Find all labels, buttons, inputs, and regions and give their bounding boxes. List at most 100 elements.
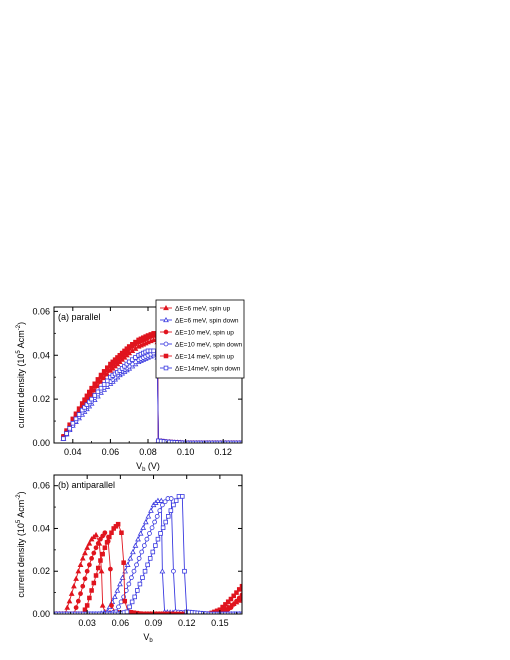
- data-point: [236, 595, 242, 601]
- data-point: [67, 426, 72, 431]
- data-point: [148, 507, 154, 513]
- data-point: [140, 611, 145, 614]
- data-point: [86, 611, 92, 614]
- data-point: [94, 611, 100, 614]
- data-point: [140, 524, 147, 530]
- data-point: [225, 611, 231, 614]
- data-point: [225, 599, 231, 604]
- data-point: [181, 611, 187, 614]
- data-point: [114, 587, 121, 593]
- data-point: [170, 611, 176, 614]
- data-point: [234, 440, 239, 443]
- data-point: [231, 593, 236, 599]
- x-tick-label: 0.03: [78, 618, 96, 628]
- y-axis-label-main: current density (10: [16, 354, 26, 429]
- data-point: [67, 611, 73, 614]
- legend-entry-2: ΔE=6 meV, spin down: [175, 318, 239, 325]
- data-point: [80, 583, 86, 589]
- x-tick-label: 0.08: [139, 447, 157, 457]
- data-point: [218, 440, 223, 443]
- x-axis-label-unit: (V): [145, 461, 160, 471]
- data-point: [78, 611, 83, 614]
- data-point: [140, 575, 145, 580]
- data-point: [91, 611, 97, 614]
- data-point: [91, 580, 97, 586]
- data-point: [84, 603, 90, 608]
- data-point: [89, 385, 94, 391]
- y-tick-label: 0.06: [32, 481, 50, 491]
- data-point: [82, 405, 87, 410]
- y-tick-label: 0.06: [32, 306, 50, 316]
- data-point: [109, 598, 116, 605]
- data-point: [105, 611, 110, 614]
- data-point: [109, 603, 114, 608]
- data-point: [129, 599, 135, 605]
- legend-swatch-marker-6: [163, 365, 169, 371]
- data-point: [89, 556, 94, 561]
- panel-b-antiparallel: 0.03 0.06 0.09 0.12 0.15 0.00 0.02 0.04 0.06 (b) …: [16, 474, 243, 644]
- data-point: [126, 581, 132, 587]
- data-point: [95, 377, 101, 382]
- data-point: [137, 581, 143, 587]
- data-point: [95, 389, 101, 395]
- data-point: [142, 611, 148, 614]
- legend-box: [155, 299, 245, 379]
- data-point: [73, 605, 79, 610]
- data-point: [102, 611, 108, 614]
- data-point: [228, 611, 234, 614]
- data-point: [173, 498, 179, 503]
- data-point: [104, 365, 110, 370]
- data-point: [95, 541, 101, 546]
- data-point: [239, 611, 242, 614]
- data-point: [236, 587, 242, 592]
- data-point: [95, 565, 101, 571]
- data-point: [109, 530, 114, 536]
- data-point: [98, 558, 103, 563]
- data-point: [214, 611, 220, 614]
- y-tick-label: 0.02: [32, 566, 50, 576]
- x-axis-label-sub: b: [142, 467, 146, 473]
- data-point: [102, 545, 108, 550]
- series-line-1: [54, 534, 242, 614]
- data-point: [228, 605, 234, 610]
- data-point: [196, 440, 202, 443]
- data-point: [119, 530, 124, 536]
- data-point: [234, 590, 239, 595]
- data-point: [89, 396, 94, 402]
- data-point: [159, 568, 166, 574]
- data-point: [62, 611, 67, 614]
- data-point: [89, 588, 94, 593]
- x-tick-label: 0.15: [211, 618, 229, 628]
- x-axis-label-main: V: [136, 461, 142, 471]
- data-point: [75, 568, 82, 574]
- legend-swatch-marker-2: [163, 316, 169, 323]
- data-point: [206, 611, 212, 614]
- data-point: [204, 440, 210, 443]
- x-axis-label-main: V: [143, 632, 149, 642]
- data-point: [93, 545, 99, 551]
- data-point: [127, 555, 134, 561]
- data-point: [147, 556, 153, 561]
- data-point: [92, 381, 98, 387]
- data-point: [147, 531, 152, 536]
- data-point: [110, 611, 116, 614]
- x-tick-label: 0.12: [214, 447, 232, 457]
- plot-frame: [53, 474, 243, 615]
- data-point: [152, 519, 158, 525]
- data-point: [228, 596, 234, 602]
- y-axis-label-sup1: 5: [16, 350, 22, 354]
- data-point: [99, 611, 105, 614]
- data-point: [173, 611, 178, 614]
- data-point: [180, 494, 185, 499]
- data-point: [70, 611, 75, 614]
- data-point: [68, 590, 75, 596]
- legend-entry-3: ΔE=10 meV, spin up: [175, 330, 234, 337]
- data-point: [76, 412, 82, 417]
- data-point: [92, 393, 98, 398]
- data-point: [182, 568, 187, 574]
- data-point: [84, 393, 90, 399]
- data-point: [73, 416, 79, 422]
- data-point: [236, 611, 242, 614]
- legend: ΔE=6 meV, spin up ΔE=6 meV, spin down ΔE=1…: [155, 299, 245, 379]
